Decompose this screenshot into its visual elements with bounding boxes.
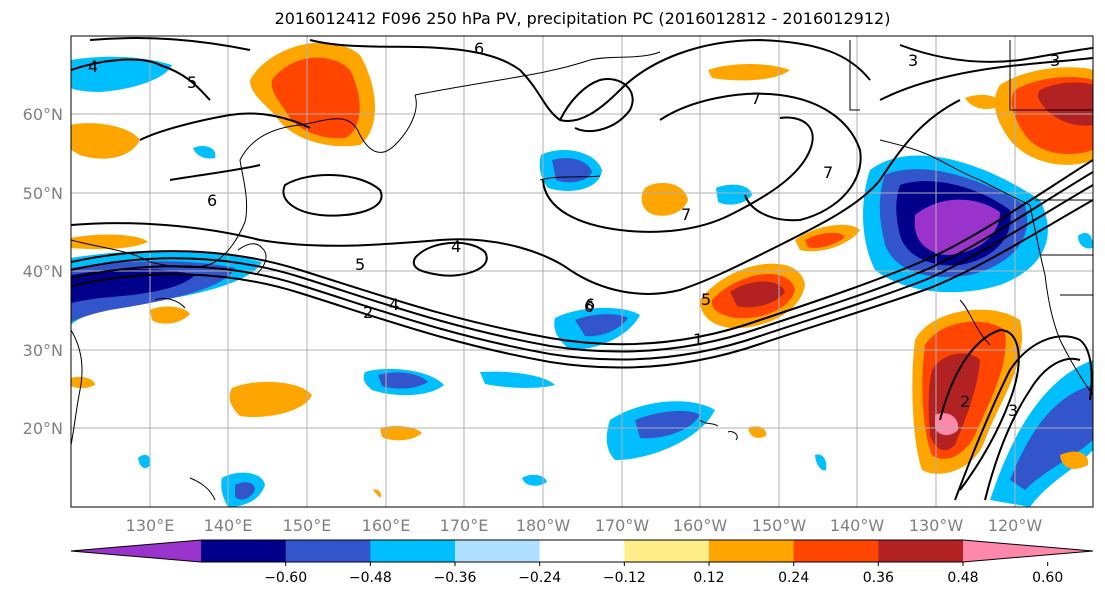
lon-tick-label: 160°W [673,516,728,535]
pv-contours [71,37,1093,501]
colorbar-extend-high [963,540,1093,562]
contour-label: 4 [451,237,461,256]
lon-tick-label: 140°E [204,516,253,535]
lat-tick-label: 30°N [23,341,63,360]
contour-label: 2 [363,303,373,322]
map-title: 2016012412 F096 250 hPa PV, precipitatio… [274,9,891,28]
contour-label: 1 [693,330,703,349]
colorbar-segment [624,540,710,562]
colorbar-tick-label: −0.60 [264,570,307,586]
contour-label: 3 [1008,401,1018,420]
colorbar-tick-label: 0.36 [863,570,894,586]
lon-tick-label: 130°W [909,516,964,535]
contour-label: 3 [1050,51,1060,70]
lat-tick-label: 20°N [23,419,63,438]
colorbar [70,539,1094,563]
lat-tick-label: 50°N [23,184,63,203]
colorbar-segment [539,540,625,562]
colorbar-segment [285,540,371,562]
lat-tick-label: 40°N [23,262,63,281]
contour-label: 5 [701,290,711,309]
contour-label: 6 [585,295,595,314]
colorbar-outline [70,539,1094,563]
colorbar-segment [878,540,964,562]
map-border [70,35,1094,508]
lon-tick-label: 120°W [988,516,1043,535]
colorbar-tick-label: −0.36 [434,570,477,586]
contour-label: 5 [187,73,197,92]
colorbar-segment [455,540,541,562]
coastlines [71,40,1093,501]
colorbar-segment [709,540,795,562]
colorbar-tick-label: 0.60 [1032,570,1063,586]
contour-label: 4 [88,57,98,76]
lon-tick-label: 140°W [830,516,885,535]
colorbar-tick-label: 0.12 [693,570,724,586]
latitude-ticks: 60°N 50°N 40°N 30°N 20°N [23,105,63,438]
lon-tick-label: 150°E [283,516,332,535]
colorbar-ticks: −0.60 −0.48 −0.36 −0.24 −0.12 0.12 0.24 0.36 0.4… [264,562,1063,586]
lon-tick-label: 170°E [440,516,489,535]
lon-tick-label: 170°W [595,516,650,535]
contour-label: 5 [355,255,365,274]
contour-label: 7 [681,205,691,224]
colorbar-segment [793,540,879,562]
contour-label: 2 [960,392,970,411]
colorbar-tick-label: 0.48 [947,570,978,586]
colorbar-segment [370,540,456,562]
lon-tick-label: 130°E [126,516,175,535]
contour-label: 6 [474,39,484,58]
lat-tick-label: 60°N [23,105,63,124]
longitude-ticks: 130°E 140°E 150°E 160°E 170°E 180°W 170°… [126,516,1043,535]
contour-label: 7 [751,89,761,108]
contour-label: 4 [389,295,399,314]
colorbar-segment [201,540,287,562]
contour-label: 6 [207,191,217,210]
lon-tick-label: 150°W [752,516,807,535]
contour-label: 6 [584,297,594,316]
colorbar-tick-label: 0.24 [778,570,809,586]
colorbar-tick-label: −0.24 [518,570,561,586]
colorbar-tick-label: −0.12 [603,570,646,586]
colorbar-tick-label: −0.48 [349,570,392,586]
lon-tick-label: 160°E [362,516,411,535]
contour-labels: 6 5 4 6 6 5 4 7 7 7 3 3 2 4 6 1 5 2 3 [88,39,1060,420]
contour-label: 7 [823,163,833,182]
colorbar-extend-low [71,540,201,562]
contour-label: 3 [908,51,918,70]
lon-tick-label: 180°W [516,516,571,535]
